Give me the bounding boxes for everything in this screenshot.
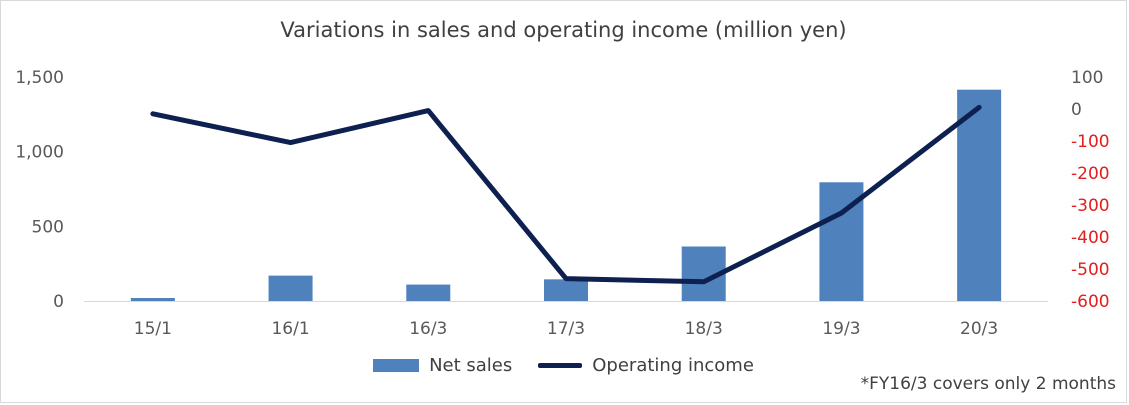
left-axis-tick-label: 0 xyxy=(53,292,64,312)
right-axis-tick-label: 100 xyxy=(1071,68,1103,88)
right-axis-tick-label: -400 xyxy=(1071,228,1110,248)
left-axis-tick-label: 1,500 xyxy=(15,68,64,88)
legend-item-net-sales: Net sales xyxy=(373,355,512,376)
left-axis-tick-label: 500 xyxy=(32,217,64,237)
x-tick-label: 19/3 xyxy=(822,319,860,339)
operating-income-line xyxy=(150,104,982,285)
x-tick-label: 17/3 xyxy=(547,319,585,339)
x-tick-label: 15/1 xyxy=(134,319,172,339)
right-axis-tick-label: -600 xyxy=(1071,292,1110,312)
right-axis-tick-label: -300 xyxy=(1071,196,1110,216)
right-axis-tick-label: -500 xyxy=(1071,260,1110,280)
right-axis-tick-label: 0 xyxy=(1071,100,1082,120)
left-axis-tick-label: 1,000 xyxy=(15,143,64,163)
bar-15-1 xyxy=(130,298,175,301)
bar-16-3 xyxy=(406,284,451,301)
legend-label-operating-income: Operating income xyxy=(592,355,754,376)
x-tick-label: 18/3 xyxy=(685,319,723,339)
x-tick-label: 20/3 xyxy=(960,319,998,339)
legend-swatch-net-sales xyxy=(373,359,420,372)
footnote: *FY16/3 covers only 2 months xyxy=(860,374,1116,394)
bar-20-3 xyxy=(957,89,1002,302)
chart-title: Variations in sales and operating income… xyxy=(280,18,847,42)
legend-label-net-sales: Net sales xyxy=(429,355,513,376)
right-axis-tick-label: -100 xyxy=(1071,132,1110,152)
x-tick-label: 16/3 xyxy=(409,319,447,339)
bar-17-3 xyxy=(544,279,588,301)
legend-item-operating-income: Operating income xyxy=(538,355,754,376)
x-tick-label: 16/1 xyxy=(271,319,309,339)
bar-16-1 xyxy=(268,275,313,301)
right-axis-tick-label: -200 xyxy=(1071,164,1110,184)
chart-legend: Net sales Operating income xyxy=(1,355,1126,376)
legend-swatch-operating-income xyxy=(538,363,583,368)
